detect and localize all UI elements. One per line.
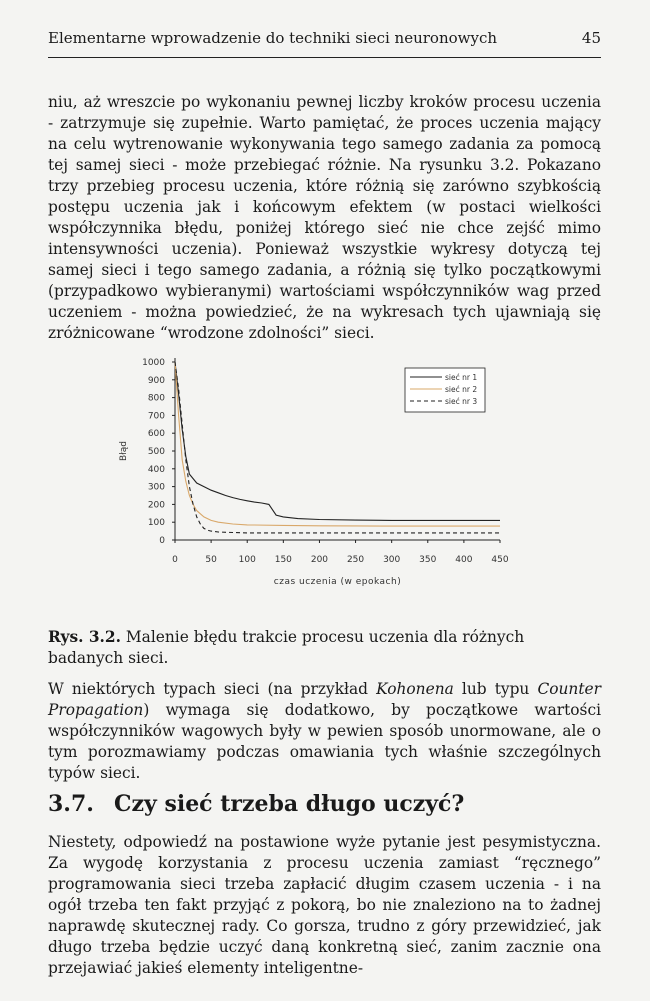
section-title: Czy sieć trzeba długo uczyć? [114, 791, 465, 817]
y-tick-label: 400 [148, 465, 165, 475]
x-tick-label: 150 [275, 555, 292, 565]
p2-text-a: W niektórych typach sieci (na przykład [48, 680, 377, 698]
paragraph-answer: Niestety, odpowiedź na postawione wyże p… [48, 833, 601, 977]
legend-label-2: sieć nr 2 [445, 385, 477, 394]
p2-text-c: ) wymaga się dodatkowo, by początkowe wa… [48, 701, 601, 782]
p2-kohonen: Kohonena [376, 680, 454, 698]
y-tick-label: 0 [159, 536, 165, 546]
paragraph-intro: niu, aż wreszcie po wykonaniu pewnej lic… [48, 93, 601, 342]
y-tick-label: 800 [148, 394, 165, 404]
error-chart: 0 100 200 300 400 500 600 700 800 900 1000 0 50 100 15… [100, 346, 520, 596]
x-tick-label: 50 [205, 555, 217, 565]
y-tick-label: 100 [148, 518, 165, 528]
page-number: 45 [581, 29, 601, 47]
x-tick-label: 200 [311, 555, 328, 565]
y-tick-label: 600 [148, 429, 165, 439]
header-rule [48, 57, 601, 58]
y-tick-label: 500 [148, 447, 165, 457]
y-axis-label: Błąd [119, 441, 129, 461]
x-axis-label: czas uczenia (w epokach) [274, 577, 401, 587]
legend-label-3: sieć nr 3 [445, 397, 477, 406]
series-line-1 [174, 361, 500, 521]
series-line-3 [174, 361, 500, 534]
x-tick-label: 100 [239, 555, 256, 565]
section-heading: 3.7. Czy sieć trzeba długo uczyć? [48, 790, 601, 818]
x-tick-label: 400 [455, 555, 472, 565]
x-tick-label: 450 [491, 555, 508, 565]
x-tick-label: 350 [419, 555, 436, 565]
y-tick-label: 200 [148, 500, 165, 510]
x-tick-label: 300 [383, 555, 400, 565]
paragraph-weights: W niektórych typach sieci (na przykład K… [48, 679, 601, 784]
chart-svg: 0 100 200 300 400 500 600 700 800 900 1000 0 50 100 15… [119, 358, 509, 587]
figure-caption: Rys. 3.2. Malenie błędu trakcie procesu … [48, 627, 601, 669]
caption-label: Rys. 3.2. [48, 628, 121, 646]
x-tick-label: 0 [172, 555, 178, 565]
section-number: 3.7. [48, 791, 94, 817]
y-tick-label: 700 [148, 411, 165, 421]
series-line-2 [174, 361, 500, 527]
y-tick-label: 1000 [142, 358, 165, 368]
caption-text: Malenie błędu trakcie procesu uczenia dl… [48, 628, 525, 667]
legend-label-1: sieć nr 1 [445, 373, 477, 382]
p2-text-b: lub typu [453, 680, 538, 698]
p2-counter-propagation: Counter Propagation [48, 680, 601, 719]
y-tick-label: 900 [148, 376, 165, 386]
running-header: Elementarne wprowadzenie do techniki sie… [48, 28, 601, 48]
x-tick-label: 250 [347, 555, 364, 565]
running-title: Elementarne wprowadzenie do techniki sie… [48, 29, 498, 47]
legend-box [404, 367, 486, 413]
y-tick-label: 300 [148, 483, 165, 493]
